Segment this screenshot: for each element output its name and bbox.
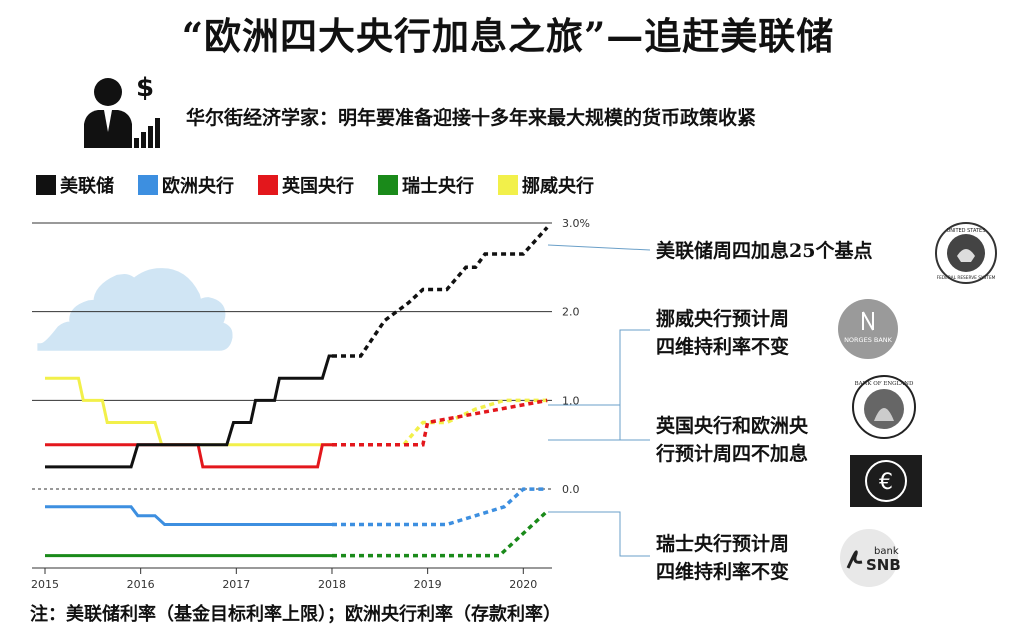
x-tick-label-3: 2018	[318, 578, 346, 591]
page-title: “欧洲四大央行加息之旅”—追赶美联储	[181, 14, 835, 58]
fed-seal-top-text: UNITED STATES	[947, 228, 986, 234]
x-tick-label-2: 2017	[222, 578, 250, 591]
legend-label-norges: 挪威央行	[522, 176, 594, 197]
series-forecast-line-2	[332, 398, 548, 447]
y-tick-label-1: 2.0	[562, 306, 580, 319]
series-line-1	[45, 505, 332, 526]
annotation-norway-line1: 挪威央行预计周	[656, 308, 790, 330]
connector-norway	[548, 329, 650, 406]
bank-of-england-seal-logo: BANK OF ENGLAND	[852, 375, 916, 443]
series-forecast-line-0	[332, 226, 549, 358]
annotation-norway-line2: 四维持利率不变	[656, 336, 790, 358]
annotation-snb: 瑞士央行预计周 四维持利率不变	[656, 530, 789, 586]
ecb-euro-logo: €	[850, 455, 922, 511]
svg-text:$: $	[136, 73, 154, 103]
legend-item-ecb: 欧洲央行	[138, 172, 234, 198]
x-tick-label-4: 2019	[414, 578, 442, 591]
fed-seal-logo: UNITED STATES FEDERAL RESERVE SYSTEM	[935, 222, 997, 288]
snb-logo: bank SNB	[838, 528, 901, 592]
annotation-fed: 美联储周四加息25个基点	[656, 240, 873, 262]
legend-swatch-snb	[378, 175, 398, 195]
annotation-boe-ecb-line2: 行预计周四不加息	[656, 443, 809, 465]
annotation-snb-line1: 瑞士央行预计周	[656, 533, 790, 555]
legend-swatch-boe	[258, 175, 278, 195]
legend-swatch-fed	[36, 175, 56, 195]
norges-bank-text: NORGES BANK	[844, 336, 893, 344]
legend-label-boe: 英国央行	[282, 176, 354, 197]
connector-snb	[548, 511, 650, 557]
legend-swatch-norges	[498, 175, 518, 195]
legend-item-fed: 美联储	[36, 172, 114, 198]
fed-seal-bottom-text: FEDERAL RESERVE SYSTEM	[937, 275, 996, 281]
x-tick-label-1: 2016	[127, 578, 155, 591]
x-tick-label-0: 2015	[31, 578, 59, 591]
legend-label-ecb: 欧洲央行	[162, 176, 234, 197]
series-line-0	[45, 354, 332, 469]
chart-legend: 美联储 欧洲央行 英国央行 瑞士央行 挪威央行	[36, 172, 618, 198]
boe-seal-text: BANK OF ENGLAND	[855, 381, 914, 387]
legend-item-norges: 挪威央行	[498, 172, 594, 198]
legend-swatch-ecb	[138, 175, 158, 195]
snb-bank-text: bank	[874, 546, 899, 557]
legend-label-snb: 瑞士央行	[402, 176, 474, 197]
legend-label-fed: 美联储	[60, 176, 114, 197]
y-tick-label-3: 0.0	[562, 483, 580, 496]
series-forecast-line-3	[332, 509, 549, 558]
norges-bank-logo: NORGES BANK	[837, 298, 899, 364]
legend-item-snb: 瑞士央行	[378, 172, 474, 198]
rate-line-chart: 3.0% 2.0 1.0 0.0 2015 2016 2017 2018 2019 2020	[31, 217, 590, 591]
annotation-snb-line2: 四维持利率不变	[656, 561, 790, 583]
annotation-boe-ecb-line1: 英国央行和欧洲央	[656, 415, 809, 437]
snb-text: SNB	[866, 556, 900, 574]
y-tick-label-0: 3.0%	[562, 217, 590, 230]
annotation-norway: 挪威央行预计周 四维持利率不变	[656, 305, 789, 361]
legend-item-boe: 英国央行	[258, 172, 354, 198]
euro-icon: €	[879, 470, 893, 495]
x-tick-label-5: 2020	[509, 578, 537, 591]
page-subtitle: 华尔街经济学家：明年要准备迎接十多年来最大规模的货币政策收紧	[186, 107, 757, 129]
connector-fed	[547, 244, 651, 251]
businessman-with-dollar-chart-icon: $	[80, 72, 162, 154]
series-line-4	[45, 376, 332, 447]
annotation-boe-ecb: 英国央行和欧洲央 行预计周四不加息	[656, 412, 808, 468]
y-tick-label-2: 1.0	[562, 394, 580, 407]
chart-footnote: 注：美联储利率（基金目标利率上限）；欧洲央行利率（存款利率）	[30, 604, 561, 625]
